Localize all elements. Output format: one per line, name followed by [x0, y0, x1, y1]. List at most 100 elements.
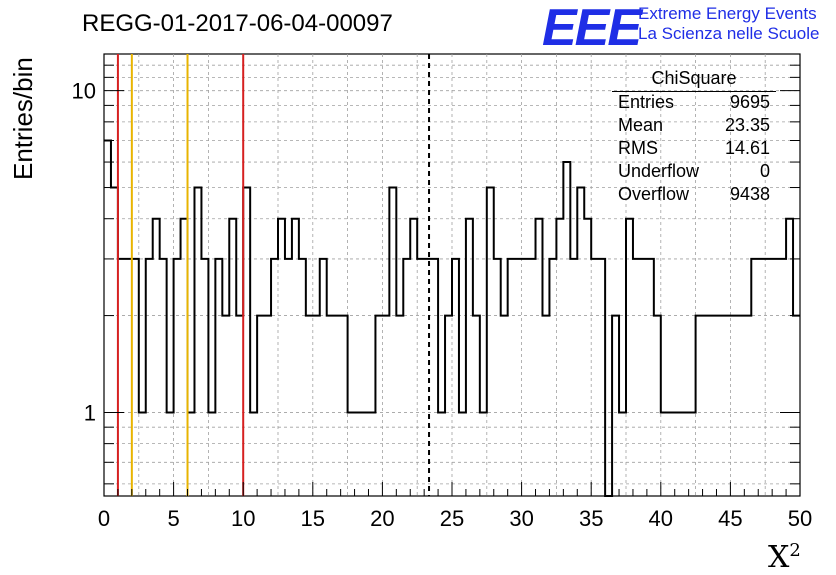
histogram-bin	[668, 412, 675, 496]
histogram-bin	[327, 316, 334, 496]
histogram-bin	[779, 259, 786, 496]
histogram-bin	[438, 412, 445, 496]
histogram-bin	[723, 316, 730, 496]
axis-ticks: 0 5 10 15 20 25 30 35 40 45 50 1 10	[72, 64, 812, 531]
histogram-bin	[744, 316, 751, 496]
histogram-bin	[696, 316, 703, 496]
x-axis-label-sup: 2	[789, 540, 801, 561]
histogram-bin	[591, 259, 598, 496]
stats-rows: Entries 9695 Mean 23.35 RMS 14.61 Underflow 0 Ov…	[612, 91, 776, 206]
histogram-bin	[160, 259, 167, 496]
histogram-bin	[542, 316, 549, 496]
histogram-bin	[494, 259, 501, 496]
histogram-bin	[208, 412, 215, 496]
histogram-bin	[640, 259, 647, 496]
histogram-bin	[320, 259, 327, 496]
histogram-bin	[104, 141, 111, 496]
histogram-bin	[584, 219, 591, 496]
logo-line-2: La Scienza nelle Scuole	[638, 24, 820, 43]
histogram-bin	[396, 316, 403, 496]
histogram-bin	[424, 259, 431, 496]
histogram-bin	[647, 259, 654, 496]
histogram-bin	[389, 188, 396, 496]
histogram-bin	[348, 412, 355, 496]
histogram-bin	[536, 219, 543, 496]
histogram-bin	[501, 316, 508, 496]
x-tick-label: 5	[167, 506, 179, 531]
histogram-bin	[619, 412, 626, 496]
histogram-bin	[487, 188, 494, 496]
x-tick-label: 35	[579, 506, 603, 531]
histogram-bin	[334, 316, 341, 496]
histogram-bin	[194, 188, 201, 496]
histogram-bin	[403, 259, 410, 496]
histogram-bin	[703, 316, 710, 496]
histogram-bin	[452, 259, 459, 496]
histogram-bin	[716, 316, 723, 496]
x-tick-label: 40	[649, 506, 673, 531]
histogram-bin	[466, 219, 473, 496]
stats-row: Underflow 0	[612, 160, 776, 183]
stats-row: Mean 23.35	[612, 114, 776, 137]
histogram-bin	[633, 259, 640, 496]
histogram-series	[104, 139, 800, 497]
histogram-bin	[215, 259, 222, 496]
histogram-bin	[793, 316, 800, 496]
histogram-bin	[292, 219, 299, 496]
x-axis-label: X2	[768, 540, 801, 575]
histogram-bin	[243, 188, 250, 496]
histogram-bin	[682, 412, 689, 496]
stats-box: ChiSquare Entries 9695 Mean 23.35 RMS 14.61 Un…	[612, 68, 776, 206]
stats-row: Overflow 9438	[612, 183, 776, 206]
histogram-bin	[522, 259, 529, 496]
histogram-bin	[480, 412, 487, 496]
histogram-bin	[417, 259, 424, 496]
histogram-bin	[786, 219, 793, 496]
y-tick-label: 1	[84, 400, 96, 425]
histogram-bin	[229, 219, 236, 496]
stats-value: 0	[759, 161, 770, 181]
histogram-bin	[285, 259, 292, 496]
histogram-bin	[661, 412, 668, 496]
histogram-bin	[362, 412, 369, 496]
histogram-bin	[250, 412, 257, 496]
histogram-bin	[410, 219, 417, 496]
histogram-bin	[271, 259, 278, 496]
x-tick-label: 25	[440, 506, 464, 531]
histogram-bin	[772, 259, 779, 496]
x-tick-label: 20	[370, 506, 394, 531]
stats-value: 23.35	[724, 115, 770, 135]
chart-title: REGG-01-2017-06-04-00097	[82, 10, 393, 37]
x-tick-label: 45	[718, 506, 742, 531]
x-tick-label: 0	[98, 506, 110, 531]
stats-key: Overflow	[618, 184, 690, 204]
eee-logo-mark: EEE	[542, 0, 642, 57]
stats-key: Underflow	[618, 161, 700, 181]
histogram-bin	[278, 219, 285, 496]
histogram-bin	[125, 259, 132, 496]
histogram-bin	[445, 316, 452, 496]
histogram-bin	[118, 259, 125, 496]
histogram-bin	[257, 316, 264, 496]
histogram-bin	[459, 412, 466, 496]
histogram-step-line	[104, 139, 800, 497]
stats-row: Entries 9695	[612, 91, 776, 114]
histogram-bin	[382, 316, 389, 496]
histogram-bin	[710, 316, 717, 496]
histogram-bin	[201, 259, 208, 496]
x-axis-label-base: X	[768, 540, 790, 575]
stats-key: Entries	[618, 92, 675, 112]
histogram-bin	[626, 219, 633, 496]
histogram-bin	[146, 259, 153, 496]
histogram-bin	[556, 219, 563, 496]
histogram-bin	[313, 316, 320, 496]
histogram-bin	[612, 316, 619, 496]
histogram-bin	[264, 316, 271, 496]
histogram-bin	[375, 316, 382, 496]
histogram-bin	[737, 316, 744, 496]
histogram-bin	[689, 412, 696, 496]
x-tick-label: 10	[231, 506, 255, 531]
y-axis-label: Entries/bin	[8, 57, 38, 180]
y-tick-label: 10	[72, 79, 96, 104]
